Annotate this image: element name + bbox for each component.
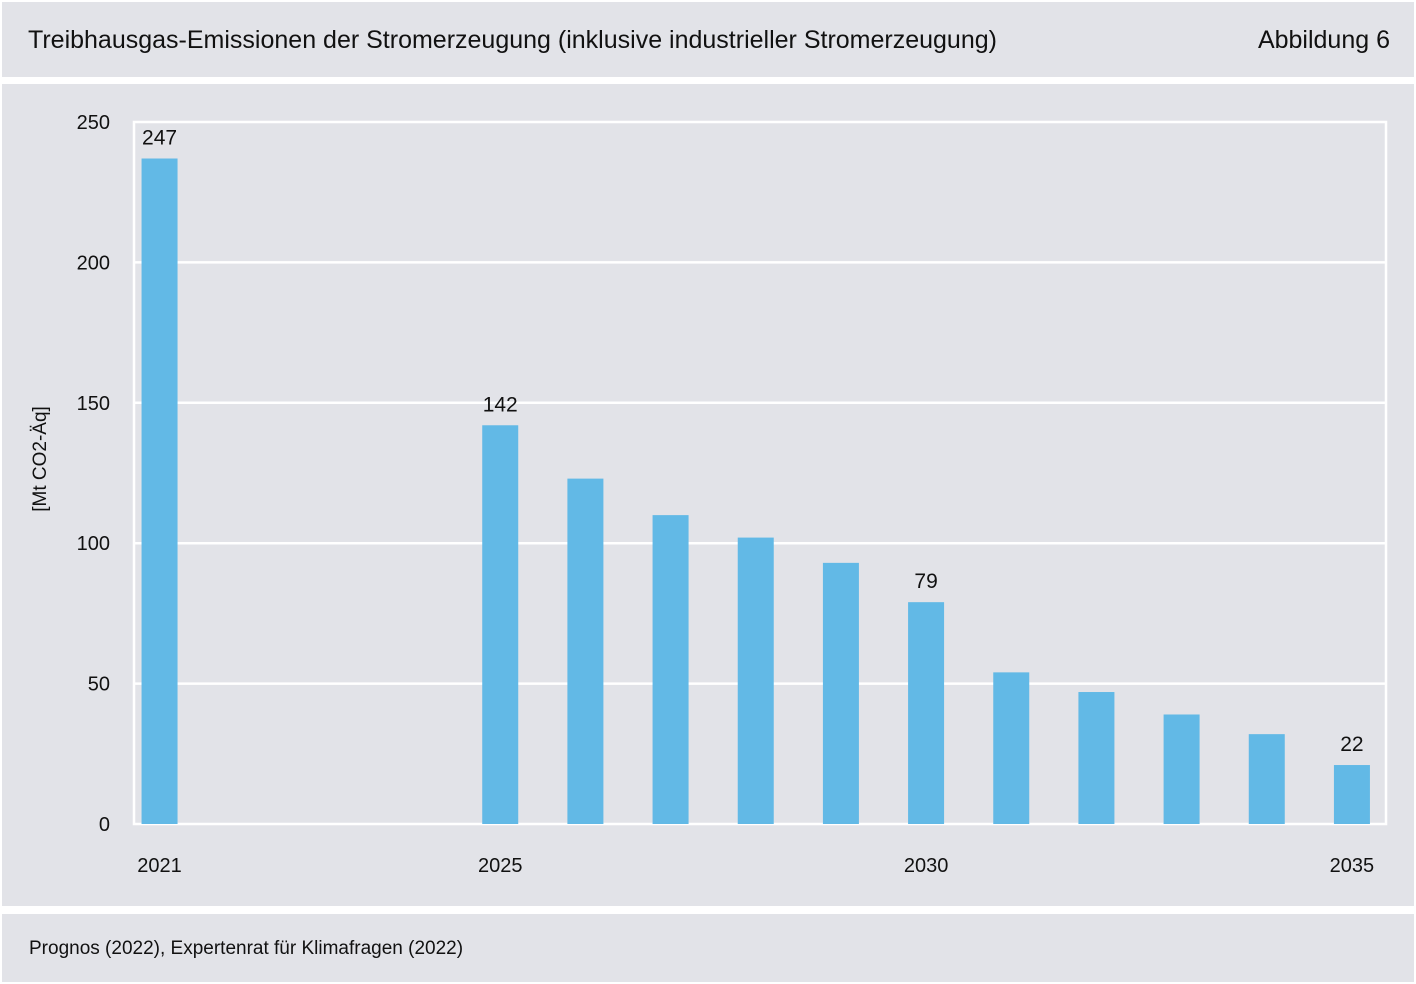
x-tick-label: 2035	[1330, 855, 1375, 877]
bar-2021	[141, 158, 178, 824]
figure-footer: Prognos (2022), Expertenrat für Klimafra…	[2, 914, 1414, 982]
chart-panel: 247 142 79 22 0 50 100 150 200 250 2021 2025 2030 2…	[2, 84, 1414, 906]
y-tick-label: 50	[88, 674, 110, 696]
bars	[141, 158, 1370, 824]
bar-2028	[737, 537, 774, 824]
bar-2035	[1333, 765, 1370, 824]
data-label-2030: 79	[914, 570, 937, 593]
bar-2033	[1163, 714, 1200, 824]
x-axis-ticks: 2021 2025 2030 2035	[137, 855, 1374, 877]
bar-2034	[1248, 734, 1285, 824]
x-tick-label: 2030	[904, 855, 949, 877]
bar-2027	[652, 515, 689, 824]
figure-number: Abbildung 6	[1257, 26, 1390, 54]
bar-2025	[482, 425, 519, 824]
y-tick-label: 0	[99, 814, 110, 836]
bar-2032	[1078, 692, 1115, 824]
data-label-2035: 22	[1340, 733, 1363, 756]
x-tick-label: 2021	[137, 855, 182, 877]
bar-2030	[908, 602, 945, 824]
data-label-2021: 247	[142, 127, 177, 150]
bar-2026	[567, 478, 604, 824]
y-tick-label: 100	[77, 533, 110, 555]
data-label-2025: 142	[483, 393, 518, 416]
y-tick-label: 250	[77, 112, 110, 134]
data-labels: 247 142 79 22	[142, 127, 1364, 757]
y-axis-label: [Mt CO2-Äq]	[30, 406, 51, 512]
y-tick-label: 200	[77, 252, 110, 274]
source-note: Prognos (2022), Expertenrat für Klimafra…	[29, 938, 464, 959]
y-tick-label: 150	[77, 393, 110, 415]
bar-2031	[993, 672, 1030, 824]
figure-header: Treibhausgas-Emissionen der Stromerzeugu…	[2, 2, 1414, 77]
y-axis-ticks: 0 50 100 150 200 250	[77, 112, 110, 836]
chart-title: Treibhausgas-Emissionen der Stromerzeugu…	[28, 26, 997, 54]
x-tick-label: 2025	[478, 855, 523, 877]
bar-2029	[822, 562, 859, 824]
